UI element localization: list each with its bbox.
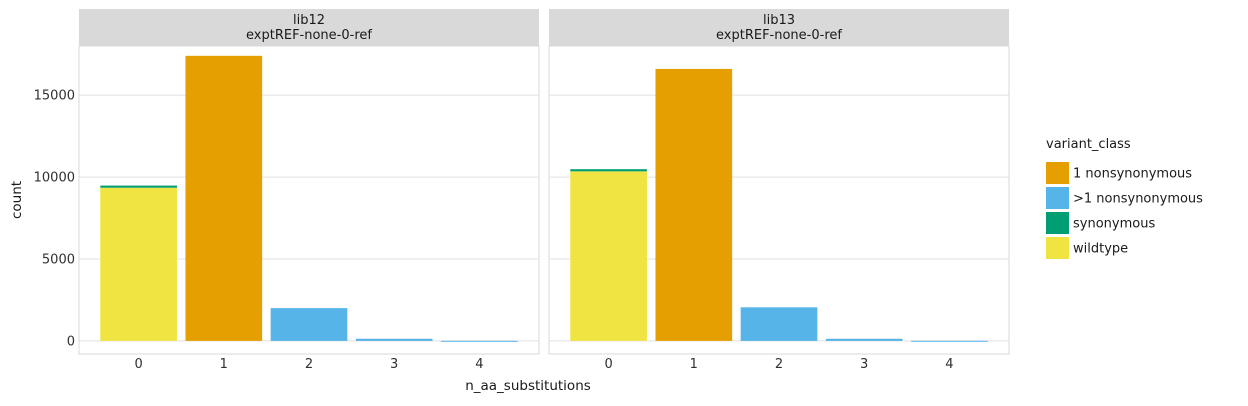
- x-tick-label: 2: [305, 357, 313, 372]
- facet-strip: [549, 9, 1009, 46]
- bar--1-nonsynonymous: [441, 340, 518, 342]
- x-tick-label: 0: [604, 357, 612, 372]
- x-tick-label: 3: [860, 357, 868, 372]
- x-tick-label: 2: [775, 357, 783, 372]
- bar--1-nonsynonymous: [825, 338, 903, 341]
- facet-strip-label-library: lib13: [763, 13, 795, 28]
- bar-wildtype: [570, 171, 647, 341]
- legend-key: [1046, 237, 1069, 259]
- legend-key: [1046, 162, 1069, 184]
- facet-strip-label-sample: exptREF-none-0-ref: [716, 28, 842, 43]
- facet-strip-label-library: lib12: [293, 13, 325, 28]
- bar-synonymous: [570, 169, 647, 172]
- legend-key: [1046, 187, 1069, 209]
- facet-strip: [79, 9, 539, 46]
- bar--1-nonsynonymous: [740, 307, 818, 341]
- legend-label: synonymous: [1073, 217, 1155, 232]
- bar-synonymous: [100, 185, 177, 188]
- legend-label: 1 nonsynonymous: [1073, 167, 1192, 182]
- legend-key: [1046, 212, 1069, 234]
- y-axis-title: count: [9, 181, 25, 219]
- legend: variant_class 1 nonsynonymous >1 nonsynon…: [1046, 137, 1203, 259]
- bar--1-nonsynonymous: [355, 338, 433, 341]
- x-axis-title: n_aa_substitutions: [465, 378, 591, 394]
- x-tick-label: 1: [220, 357, 228, 372]
- x-tick-label: 4: [945, 357, 953, 372]
- facet-strip-label-sample: exptREF-none-0-ref: [246, 28, 372, 43]
- bar-1-nonsynonymous: [185, 55, 263, 341]
- legend-label: >1 nonsynonymous: [1073, 192, 1203, 207]
- legend-label: wildtype: [1073, 242, 1128, 257]
- y-tick-label: 15000: [34, 89, 75, 104]
- y-tick-label: 10000: [34, 171, 75, 186]
- y-tick-label: 0: [67, 334, 75, 349]
- x-tick-label: 0: [134, 357, 142, 372]
- bar-1-nonsynonymous: [655, 68, 733, 341]
- x-tick-label: 3: [390, 357, 398, 372]
- y-tick-label: 5000: [42, 252, 75, 267]
- bar--1-nonsynonymous: [270, 308, 348, 341]
- x-tick-label: 1: [690, 357, 698, 372]
- bar-wildtype: [100, 187, 177, 341]
- legend-title: variant_class: [1046, 137, 1131, 152]
- x-tick-label: 4: [475, 357, 483, 372]
- bar--1-nonsynonymous: [911, 340, 988, 342]
